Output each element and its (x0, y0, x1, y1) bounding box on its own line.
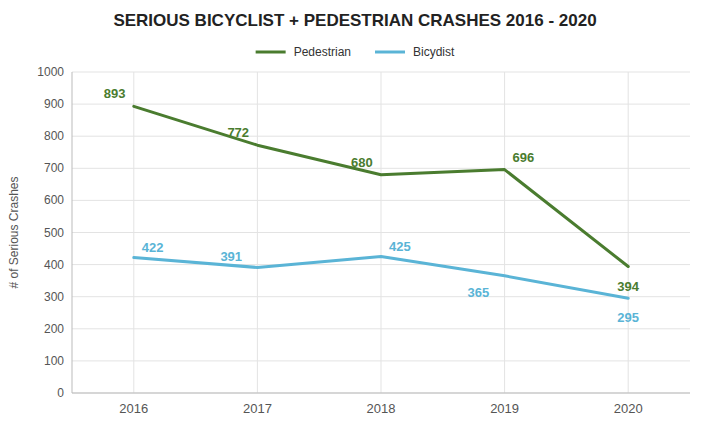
data-label: 680 (351, 155, 373, 170)
legend-swatch (256, 51, 286, 54)
data-label: 422 (142, 240, 164, 255)
series-line (134, 257, 628, 299)
y-tick-label: 200 (44, 322, 64, 336)
legend: Pedestrian Bicydist (256, 45, 455, 59)
data-label: 425 (389, 239, 411, 254)
x-grid-line (381, 72, 382, 393)
x-tick-label: 2016 (119, 401, 148, 416)
legend-item: Bicydist (375, 45, 455, 59)
y-tick-label: 400 (44, 258, 64, 272)
y-tick-label: 600 (44, 193, 64, 207)
series-line (134, 106, 628, 266)
y-grid-line (72, 393, 690, 394)
data-label: 772 (227, 125, 249, 140)
y-tick-label: 1000 (37, 65, 64, 79)
y-tick-label: 100 (44, 354, 64, 368)
y-axis-label: # of Serious Crashes (7, 176, 21, 288)
x-tick-label: 2017 (243, 401, 272, 416)
legend-swatch (375, 51, 405, 54)
legend-label: Bicydist (413, 45, 455, 59)
chart: SERIOUS BICYCLIST + PEDESTRIAN CRASHES 2… (0, 0, 710, 433)
y-tick-label: 300 (44, 290, 64, 304)
x-grid-line (504, 72, 505, 393)
data-label: 391 (220, 249, 242, 264)
y-tick-label: 500 (44, 226, 64, 240)
data-label: 365 (468, 285, 490, 300)
data-label: 893 (104, 86, 126, 101)
y-tick-label: 800 (44, 129, 64, 143)
y-tick-label: 700 (44, 161, 64, 175)
x-tick-label: 2020 (614, 401, 643, 416)
x-grid-line (133, 72, 134, 393)
x-grid-line (628, 72, 629, 393)
x-tick-label: 2018 (367, 401, 396, 416)
grid (72, 72, 690, 393)
y-tick-label: 900 (44, 97, 64, 111)
title: SERIOUS BICYCLIST + PEDESTRIAN CRASHES 2… (113, 11, 596, 30)
x-axis-line (72, 393, 690, 394)
plot-area (134, 106, 628, 298)
y-axis-line (72, 72, 73, 393)
x-tick-label: 2019 (490, 401, 519, 416)
legend-label: Pedestrian (294, 45, 351, 59)
legend-item: Pedestrian (256, 45, 351, 59)
data-labels: 893 772 680 696 394 422 391 425 365 295 (104, 86, 640, 325)
data-label: 394 (617, 279, 639, 294)
x-grid-line (257, 72, 258, 393)
data-label: 696 (513, 150, 535, 165)
y-tick-label: 0 (57, 386, 64, 400)
data-label: 295 (617, 310, 639, 325)
